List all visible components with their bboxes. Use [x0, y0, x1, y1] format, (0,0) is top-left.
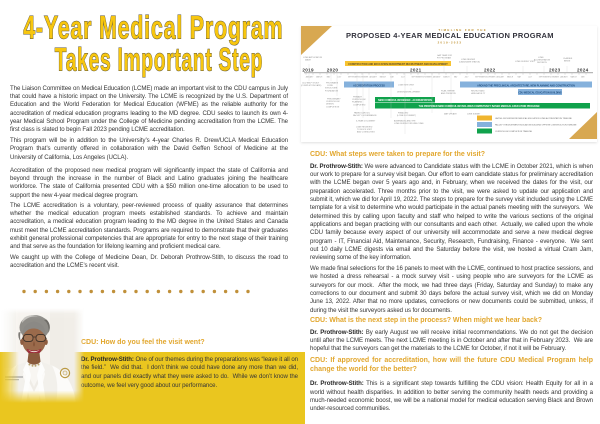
svg-text:SEPTEMBER: SEPTEMBER — [348, 76, 359, 78]
svg-text:COMPLETION: COMPLETION — [326, 106, 340, 108]
svg-text:MAY: MAY — [581, 75, 585, 78]
svg-text:LCME REVIEW: LCME REVIEW — [461, 59, 475, 61]
svg-text:DESIGN: DESIGN — [326, 104, 334, 106]
svg-text:LCME: LCME — [538, 57, 544, 59]
svg-text:MARCH: MARCH — [380, 75, 387, 78]
svg-text:2022: 2022 — [484, 67, 496, 72]
svg-text:LCME RECEIVED: LCME RECEIVED — [356, 127, 373, 129]
svg-text:CDU MEDICAL EDUCATION BUILDING: CDU MEDICAL EDUCATION BUILDING — [518, 91, 562, 94]
svg-text:HIRE FACULTY: HIRE FACULTY — [471, 92, 486, 95]
svg-text:NOVEMBER: NOVEMBER — [549, 76, 559, 78]
svg-text:RECRUIT AND: RECRUIT AND — [471, 90, 485, 93]
svg-text:MAY: MAY — [454, 75, 458, 78]
svg-text:MADE: MADE — [305, 59, 311, 62]
svg-text:2021: 2021 — [410, 67, 422, 72]
svg-text:THE PROPOSED NEW CURRICULUM IN: THE PROPOSED NEW CURRICULUM INCLUDES COM… — [419, 105, 540, 108]
svg-text:CLASSES: CLASSES — [563, 57, 573, 60]
svg-text:MAY: MAY — [518, 75, 522, 78]
svg-text:STRUCTURE: STRUCTURE — [325, 88, 338, 90]
svg-text:SEPTEMBER: SEPTEMBER — [412, 76, 423, 78]
svg-text:JANUARY: JANUARY — [496, 75, 505, 78]
svg-text:LAYING GROUNDWORK MEDICAL EDUC: LAYING GROUNDWORK MEDICAL EDUCATION LCME… — [495, 117, 572, 120]
svg-text:MARCH: MARCH — [507, 75, 514, 78]
svg-text:AND CONSULTING: AND CONSULTING — [357, 131, 375, 134]
svg-text:LCME SURVEYORS WELCOME: LCME SURVEYORS WELCOME — [394, 123, 424, 125]
svg-text:TO MOCK VISIT: TO MOCK VISIT — [357, 129, 373, 131]
svg-text:NOVEMBER: NOVEMBER — [486, 76, 496, 78]
svg-text:FIT PROGRAM: FIT PROGRAM — [437, 57, 451, 60]
svg-text:(COMPLETION DATE): (COMPLETION DATE) — [301, 84, 322, 87]
svg-text:JULY: JULY — [528, 76, 533, 78]
svg-text:SEPTEMBER: SEPTEMBER — [539, 76, 550, 78]
svg-text:PLANNING: PLANNING — [352, 101, 363, 104]
svg-text:CONSTRUCTION AND EDUCATION DEP: CONSTRUCTION AND EDUCATION DEPARTMENT RE… — [348, 63, 448, 66]
svg-text:JANUARY: JANUARY — [433, 75, 442, 78]
svg-text:PLAN, REFINE: PLAN, REFINE — [441, 90, 455, 93]
svg-text:MARCH: MARCH — [571, 75, 578, 78]
svg-text:BEGIN: BEGIN — [564, 61, 571, 63]
svg-text:FOUNDATION: FOUNDATION — [325, 89, 339, 92]
svg-text:GAP YEAR FOR: GAP YEAR FOR — [437, 54, 452, 57]
svg-text:MAY: MAY — [327, 75, 331, 78]
svg-text:CORE: CORE — [327, 85, 333, 87]
svg-text:CURRICULUM: CURRICULUM — [326, 101, 340, 103]
svg-text:CURRICULUM COMPLETION TIMELINE: CURRICULUM COMPLETION TIMELINE — [495, 131, 533, 133]
svg-text:DECISION: DECISION — [537, 62, 547, 64]
svg-text:2019: 2019 — [302, 67, 314, 72]
svg-text:AROUND THE PRECLINICAL ARCHITE: AROUND THE PRECLINICAL ARCHITECTURE, NEW… — [477, 84, 575, 87]
svg-text:MARCH: MARCH — [316, 75, 323, 78]
svg-text:MAY: MAY — [390, 75, 394, 78]
svg-text:2020: 2020 — [327, 67, 339, 72]
svg-text:JULY: JULY — [465, 76, 470, 78]
svg-text:LCME SITE VISIT: LCME SITE VISIT — [398, 85, 415, 87]
svg-text:DESIGN/DEVELOPMENT: DESIGN/DEVELOPMENT — [397, 92, 421, 94]
svg-text:Takes Important Step: Takes Important Step — [55, 41, 263, 78]
svg-text:TIMELINE FOR THE: TIMELINE FOR THE — [438, 28, 487, 32]
svg-text:MARCH: MARCH — [443, 75, 450, 78]
svg-text:PANELS (MOCK): PANELS (MOCK) — [354, 112, 370, 115]
svg-text:PROGRAM'S: PROGRAM'S — [326, 82, 339, 85]
svg-text:FACULTY GOVERNANCE: FACULTY GOVERNANCE — [353, 114, 377, 117]
svg-text:(CANDIDATE STATUS): (CANDIDATE STATUS) — [459, 61, 480, 64]
svg-text:AND PROMOTE: AND PROMOTE — [441, 92, 457, 95]
svg-text:ASSEMBLED AND THE: ASSEMBLED AND THE — [394, 120, 416, 123]
svg-text:COMPLETED: COMPLETED — [353, 104, 366, 106]
svg-text:JULY: JULY — [337, 76, 342, 78]
svg-text:PRIMARY: PRIMARY — [353, 96, 363, 99]
svg-text:NOVEMBER: NOVEMBER — [422, 76, 432, 78]
svg-text:NEW CURRICULUM DESIGN - ACCRED: NEW CURRICULUM DESIGN - ACCREDITATION — [378, 99, 432, 102]
svg-text:ACCREDITATION PROCESS: ACCREDITATION PROCESS — [353, 84, 385, 87]
svg-text:FACULTY RECRUITMENT EDUCATION: FACULTY RECRUITMENT EDUCATION BUILDING O… — [495, 124, 577, 127]
svg-text:MAY UPDATE: MAY UPDATE — [444, 113, 457, 116]
svg-text:CURRICULUM: CURRICULUM — [352, 99, 366, 101]
svg-text:LCME SURVEY VISIT: LCME SURVEY VISIT — [515, 61, 536, 63]
svg-text:FINALIZED: FINALIZED — [398, 112, 409, 115]
svg-text:NOVEMBER: NOVEMBER — [359, 76, 369, 78]
svg-text:(LCME DOCUMENT): (LCME DOCUMENT) — [397, 115, 416, 117]
svg-text:SEPTEMBER: SEPTEMBER — [475, 76, 486, 78]
svg-text:2019-2023: 2019-2023 — [438, 41, 463, 45]
svg-text:LCME APPLICATION: LCME APPLICATION — [303, 56, 323, 59]
svg-text:ACCREDITATION: ACCREDITATION — [534, 59, 551, 62]
svg-text:2024: 2024 — [577, 67, 589, 72]
svg-text:JUNE SUBMIT: JUNE SUBMIT — [467, 114, 481, 116]
svg-text:4-Year Medical Program: 4-Year Medical Program — [23, 9, 283, 46]
svg-text:PRELIMINARY: PRELIMINARY — [327, 98, 341, 101]
svg-text:JANUARY: JANUARY — [369, 75, 378, 78]
svg-text:JANUARY: JANUARY — [560, 75, 569, 78]
svg-text:2023: 2023 — [549, 67, 561, 72]
svg-text:JULY: JULY — [401, 76, 406, 78]
svg-text:3-YEAR DOCUMENT: 3-YEAR DOCUMENT — [356, 120, 376, 123]
svg-text:PROPOSED 4-YEAR MEDICAL EDUCAT: PROPOSED 4-YEAR MEDICAL EDUCATION PROGRA… — [346, 31, 554, 40]
svg-text:JANUARY: JANUARY — [306, 75, 315, 78]
svg-text:CDU SELF STUDY: CDU SELF STUDY — [302, 83, 320, 85]
